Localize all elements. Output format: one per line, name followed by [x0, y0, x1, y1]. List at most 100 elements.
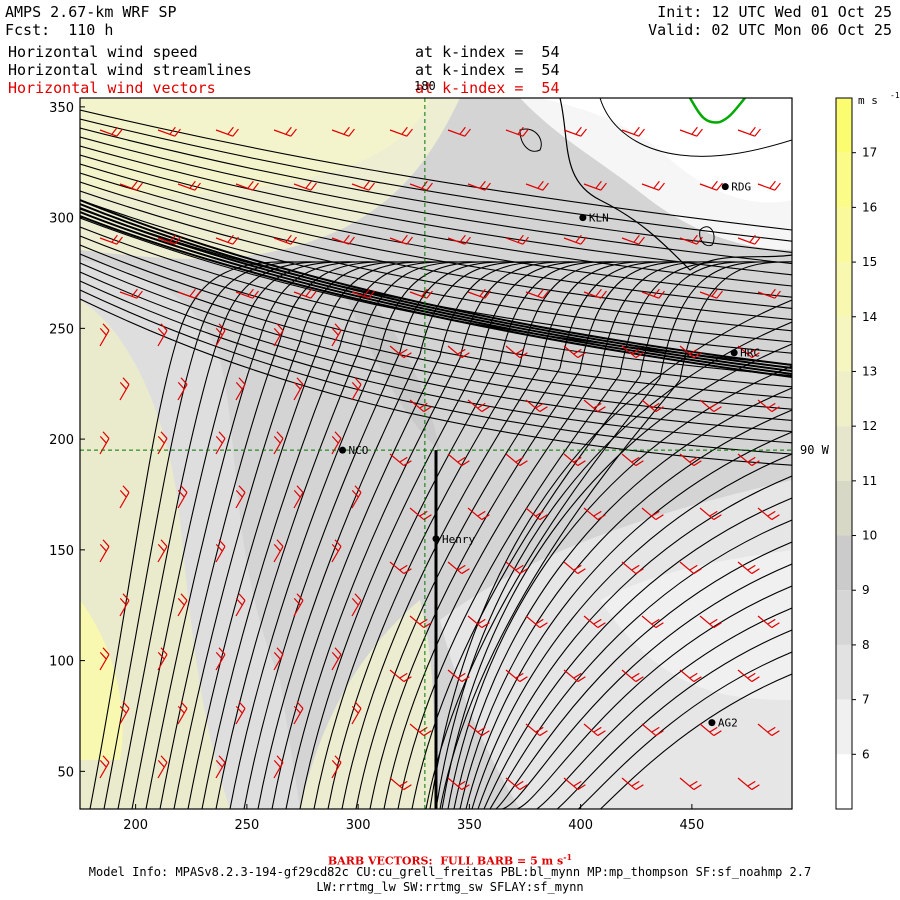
streamline	[439, 261, 792, 809]
streamline	[429, 299, 792, 809]
wind-barb	[215, 323, 226, 347]
wind-barb	[235, 288, 259, 299]
wind-barb	[119, 593, 130, 617]
wind-barb	[331, 126, 355, 137]
wind-barb	[351, 701, 362, 725]
station-label: RDG	[731, 181, 751, 194]
streamline	[159, 261, 401, 809]
wind-barb	[331, 431, 342, 455]
colorbar-unit-exponent: -1	[890, 91, 900, 100]
wind-barb	[157, 539, 168, 563]
wind-barb	[389, 777, 412, 791]
wind-barb	[737, 777, 760, 791]
streamline	[80, 235, 792, 388]
streamline	[508, 585, 792, 809]
station-label: AG2	[718, 717, 738, 730]
colorbar-label: 9	[862, 583, 870, 597]
streamline	[80, 215, 792, 378]
y-axis-ticks: 350 300 250 200 150 100 50	[49, 101, 85, 780]
wind-barb	[215, 431, 226, 455]
wind-barb	[351, 180, 375, 191]
wind-barb	[235, 485, 246, 509]
wind-barb	[505, 126, 529, 137]
streamline	[501, 563, 792, 809]
wind-barb	[757, 507, 780, 521]
wind-barb	[215, 755, 226, 779]
wind-barb	[331, 323, 342, 347]
wind-barb	[679, 777, 702, 791]
wind-barb	[621, 234, 645, 245]
streamline	[80, 217, 792, 365]
wind-barb	[525, 723, 548, 737]
wind-barb	[525, 288, 549, 299]
wind-barb	[331, 234, 355, 245]
colorbar-label: 8	[862, 638, 870, 652]
streamline	[471, 453, 792, 809]
wind-barb	[505, 777, 528, 791]
wind-barb	[293, 701, 304, 725]
wind-barb	[99, 323, 110, 347]
streamline	[453, 387, 792, 809]
wind-barb	[525, 507, 548, 521]
colorbar: 6 7 8 9 10 11 12 13 14 15 16 17	[835, 97, 877, 810]
colorbar-swatch	[836, 316, 852, 372]
streamline	[80, 280, 792, 444]
station-hrc: HRC	[730, 347, 760, 360]
wind-barb	[737, 234, 761, 245]
x-tick-label: 200	[123, 818, 148, 833]
wind-barb	[119, 288, 143, 299]
station-label: HRC	[740, 347, 760, 360]
wind-barb	[757, 723, 780, 737]
wind-barb	[757, 288, 781, 299]
wind-barb	[467, 399, 490, 413]
streamline	[80, 109, 792, 231]
barb-legend: BARB VECTORS: FULL BARB = 5 m s-1	[327, 852, 573, 868]
meridian-label: 180	[414, 79, 436, 93]
streamline	[369, 261, 701, 809]
wind-barb	[215, 647, 226, 671]
map-frame	[79, 97, 793, 810]
wind-barb	[679, 126, 703, 137]
wind-barb	[99, 755, 110, 779]
wind-barb	[563, 126, 587, 137]
wind-barb	[467, 288, 491, 299]
init-time: Init: 12 UTC Wed 01 Oct 25	[657, 3, 892, 21]
field-wind-speed-label: Horizontal wind speed	[8, 43, 198, 61]
wind-barb	[583, 723, 606, 737]
wind-barb	[157, 647, 168, 671]
streamline	[80, 172, 792, 309]
streamline	[425, 261, 781, 809]
wind-barb	[641, 180, 665, 191]
wind-barb	[583, 399, 606, 413]
colorbar-swatch	[836, 207, 852, 263]
streamline	[285, 261, 581, 809]
colorbar-label: 16	[862, 200, 877, 214]
streamline	[80, 118, 792, 242]
wind-barb	[563, 777, 586, 791]
wind-barb	[119, 377, 130, 401]
colorbar-unit: m s	[858, 94, 878, 107]
station-marker	[730, 349, 738, 357]
valid-time: Valid: 02 UTC Mon 06 Oct 25	[648, 21, 892, 39]
wind-barb	[215, 126, 239, 137]
streamline	[257, 261, 541, 809]
station-marker	[339, 446, 347, 454]
model-info: Model Info: MPASv8.2.3-194-gf29cd82c CU:…	[88, 865, 812, 879]
wind-barb	[699, 615, 722, 629]
station-rdg: RDG	[721, 181, 751, 194]
parallel-label: 90 W	[800, 443, 830, 457]
streamline	[495, 541, 792, 809]
colorbar-label: 13	[862, 364, 877, 378]
wind-barb	[467, 723, 490, 737]
wind-barb	[563, 345, 586, 359]
wind-barb	[679, 234, 703, 245]
forecast-hour: Fcst: 110 h	[5, 21, 114, 39]
x-axis-ticks: 200 250 300 350 400 450	[123, 804, 704, 833]
colorbar-swatch	[836, 98, 852, 153]
colorbar-label: 7	[862, 693, 870, 707]
wind-barb	[273, 539, 284, 563]
wind-barb	[447, 669, 470, 683]
streamline	[483, 497, 792, 809]
wind-barb	[331, 539, 342, 563]
